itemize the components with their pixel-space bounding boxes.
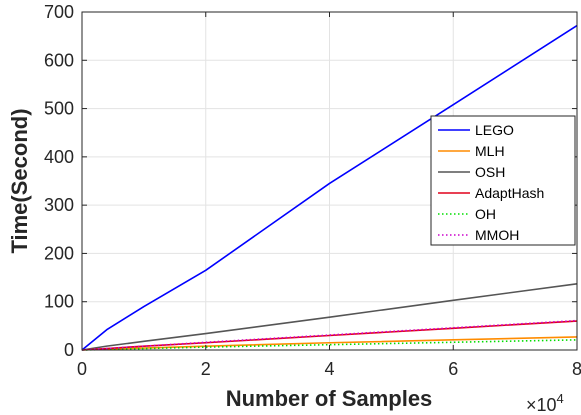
x-tick-label: 8	[572, 359, 581, 379]
legend: LEGO MLH OSH AdaptHash OH MMOH	[430, 115, 576, 246]
x-axis-multiplier-base: ×10	[526, 395, 557, 415]
x-tick-label: 6	[448, 359, 458, 379]
x-tick-label: 2	[201, 359, 211, 379]
legend-label-mmoh: MMOH	[475, 227, 519, 243]
legend-label-mlh: MLH	[475, 143, 505, 159]
legend-label-oh: OH	[475, 206, 496, 222]
y-tick-label: 500	[44, 99, 74, 119]
x-tick-label: 4	[324, 359, 334, 379]
x-tick-label: 0	[77, 359, 87, 379]
x-axis-label: Number of Samples	[226, 386, 433, 411]
legend-box	[430, 115, 576, 246]
series-line-mmoh	[81, 319, 578, 351]
series-line-lego	[81, 24, 578, 351]
legend-label-osh: OSH	[475, 164, 505, 180]
y-tick-label: 200	[44, 243, 74, 263]
y-tick-label: 100	[44, 292, 74, 312]
legend-label-lego: LEGO	[475, 122, 514, 138]
axis-ticks: 0 2 4 6 8 0 100 200 300 400 500 600 700	[44, 2, 581, 379]
y-tick-label: 600	[44, 50, 74, 70]
y-tick-label: 0	[64, 340, 74, 360]
legend-label-adapthash: AdaptHash	[475, 185, 544, 201]
series-line-osh	[81, 283, 578, 351]
y-tick-label: 300	[44, 195, 74, 215]
y-tick-label: 700	[44, 2, 74, 22]
x-axis-multiplier: ×104	[526, 391, 564, 415]
y-tick-label: 400	[44, 147, 74, 167]
x-axis-multiplier-exponent: 4	[557, 391, 564, 406]
y-axis-label: Time(Second)	[7, 108, 32, 253]
